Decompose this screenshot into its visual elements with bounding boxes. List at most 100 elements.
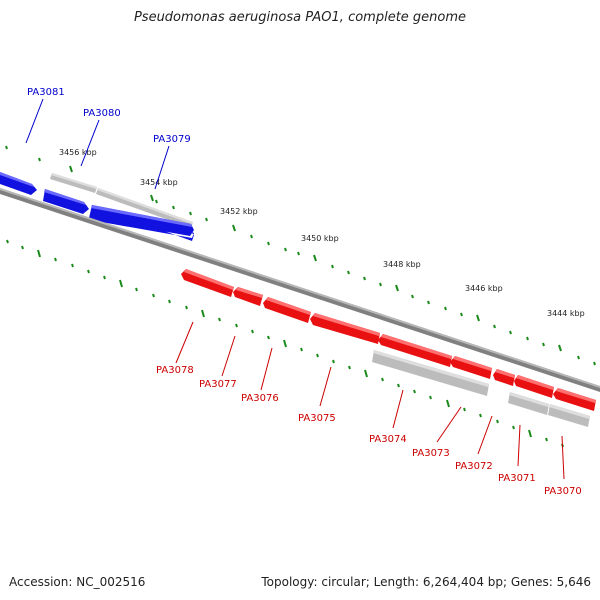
gene-pa3074[interactable]	[378, 334, 452, 367]
minor-tick	[251, 329, 254, 334]
major-tick	[476, 314, 480, 322]
gene-label-pa3072[interactable]: PA3072	[455, 461, 493, 472]
minor-tick	[235, 323, 238, 328]
major-tick	[150, 194, 154, 202]
rna-feature-highlight	[549, 404, 590, 419]
minor-tick	[250, 234, 253, 239]
minor-tick	[6, 239, 9, 244]
rna-feature	[372, 350, 489, 396]
gene-pa3075[interactable]	[310, 313, 380, 344]
kbp-label: 3450 kbp	[301, 234, 339, 243]
minor-tick	[205, 217, 208, 222]
major-tick	[528, 429, 532, 438]
gene-pa3073[interactable]	[450, 356, 492, 379]
minor-tick	[332, 359, 335, 364]
leader-line	[175, 321, 194, 364]
leader-line	[392, 389, 404, 429]
minor-tick	[155, 199, 158, 204]
minor-tick	[267, 335, 270, 340]
gene-label-pa3075[interactable]: PA3075	[298, 413, 336, 424]
major-tick	[313, 254, 317, 262]
leader-line	[260, 347, 273, 391]
minor-tick	[172, 205, 175, 210]
major-tick	[446, 399, 450, 408]
map-title: Pseudomonas aeruginosa PAO1, complete ge…	[133, 10, 467, 25]
gene-highlight	[236, 287, 263, 298]
rna-feature-highlight	[509, 392, 549, 407]
minor-tick	[267, 241, 270, 246]
gene-label-pa3081[interactable]: PA3081	[27, 87, 65, 98]
minor-tick	[463, 407, 466, 412]
minor-tick	[348, 365, 351, 370]
gene-label-pa3073[interactable]: PA3073	[412, 448, 450, 459]
gene-label-pa3077[interactable]: PA3077	[199, 379, 237, 390]
rna-feature-highlight	[97, 188, 193, 224]
minor-tick	[479, 413, 482, 418]
minor-tick	[429, 395, 432, 400]
gene-highlight	[0, 172, 34, 187]
leader-line	[221, 335, 236, 377]
minor-tick	[87, 269, 90, 274]
kbp-label: 3444 kbp	[547, 309, 585, 318]
leader-line	[319, 366, 332, 407]
gene-highlight	[495, 369, 515, 378]
gene-highlight	[91, 205, 192, 227]
gene-pa3076[interactable]	[263, 297, 311, 323]
leader-line	[80, 119, 100, 167]
gene-pa3079[interactable]	[89, 205, 194, 236]
gene-label-pa3078[interactable]: PA3078	[156, 365, 194, 376]
minor-tick	[526, 336, 529, 341]
inner-tick-row	[6, 239, 564, 448]
minor-tick	[460, 312, 463, 317]
minor-tick	[577, 355, 580, 360]
forward-gene-track	[0, 172, 194, 241]
minor-tick	[411, 294, 414, 299]
minor-tick	[381, 377, 384, 382]
minor-tick	[135, 287, 138, 292]
gene-label-pa3071[interactable]: PA3071	[498, 473, 536, 484]
minor-tick	[168, 299, 171, 304]
gene-label-pa3076[interactable]: PA3076	[241, 393, 279, 404]
major-tick	[201, 309, 205, 318]
forward-feature-track	[50, 173, 193, 228]
accession-label: Accession: NC_002516	[9, 575, 146, 589]
minor-tick	[218, 317, 221, 322]
gene-label-pa3080[interactable]: PA3080	[83, 108, 121, 119]
gene-label-pa3070[interactable]: PA3070	[544, 486, 582, 497]
minor-tick	[509, 330, 512, 335]
minor-tick	[316, 353, 319, 358]
minor-tick	[379, 282, 382, 287]
kbp-label: 3454 kbp	[140, 178, 178, 187]
reverse-feature-track	[372, 350, 590, 427]
major-tick	[283, 339, 287, 348]
minor-tick	[493, 324, 496, 329]
minor-tick	[21, 245, 24, 250]
gene-highlight	[556, 388, 596, 403]
gene-label-pa3079[interactable]: PA3079	[153, 134, 191, 145]
leader-line	[154, 145, 170, 190]
kbp-label: 3448 kbp	[383, 260, 421, 269]
minor-tick	[152, 293, 155, 298]
minor-tick	[185, 305, 188, 310]
gene-pa3077[interactable]	[233, 287, 263, 306]
reverse-label-leaders	[175, 321, 565, 480]
reverse-gene-labels: PA3078 PA3077 PA3076 PA3075 PA3074 PA307…	[156, 365, 582, 497]
gene-label-pa3074[interactable]: PA3074	[369, 434, 407, 445]
major-tick	[69, 165, 73, 173]
outer-tick-row: 3456 kbp 3454 kbp 3452 kbp 3450 kbp 3448…	[5, 145, 596, 366]
leader-line	[477, 415, 493, 455]
major-tick	[364, 369, 368, 378]
minor-tick	[363, 276, 366, 281]
gene-pa3070[interactable]	[553, 388, 596, 411]
minor-tick	[397, 383, 400, 388]
gene-pa3078[interactable]	[181, 269, 234, 297]
rna-feature-highlight	[373, 350, 489, 387]
minor-tick	[496, 419, 499, 424]
gene-pa3071[interactable]	[514, 375, 554, 398]
minor-tick	[189, 211, 192, 216]
gene-highlight	[266, 297, 311, 315]
minor-tick	[545, 437, 548, 442]
minor-tick	[71, 263, 74, 268]
minor-tick	[444, 306, 447, 311]
